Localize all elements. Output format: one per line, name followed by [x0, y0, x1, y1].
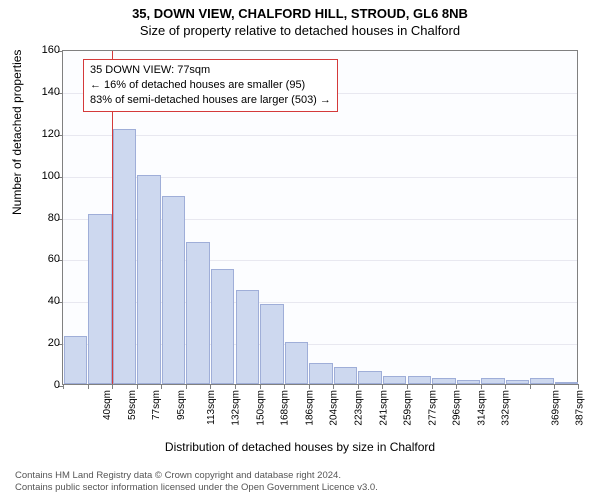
annotation-box: 35 DOWN VIEW: 77sqm← 16% of detached hou…: [83, 59, 338, 112]
histogram-bar: [358, 371, 382, 384]
x-tick-mark: [358, 384, 359, 389]
y-tick-label: 60: [30, 253, 60, 265]
x-tick-mark: [456, 384, 457, 389]
x-tick-mark: [432, 384, 433, 389]
x-tick-mark: [137, 384, 138, 389]
x-tick-mark: [382, 384, 383, 389]
x-tick-mark: [88, 384, 89, 389]
x-tick-mark: [260, 384, 261, 389]
histogram-bar: [236, 290, 260, 384]
x-tick-mark: [284, 384, 285, 389]
x-tick-label: 332sqm: [501, 390, 512, 426]
histogram-bar: [285, 342, 309, 384]
histogram-bar: [481, 378, 505, 384]
x-tick-label: 132sqm: [231, 390, 242, 426]
x-tick-mark: [554, 384, 555, 389]
histogram-bar: [408, 376, 432, 384]
x-tick-label: 223sqm: [354, 390, 365, 426]
chart-subtitle: Size of property relative to detached ho…: [0, 21, 600, 38]
x-tick-mark: [481, 384, 482, 389]
x-tick-mark: [63, 384, 64, 389]
histogram-bar: [186, 242, 210, 384]
x-tick-label: 59sqm: [127, 390, 138, 420]
y-tick-label: 20: [30, 337, 60, 349]
x-tick-label: 150sqm: [255, 390, 266, 426]
histogram-bar: [137, 175, 161, 384]
x-tick-mark: [309, 384, 310, 389]
x-tick-label: 168sqm: [280, 390, 291, 426]
histogram-bar: [113, 129, 137, 384]
x-tick-mark: [186, 384, 187, 389]
x-tick-mark: [333, 384, 334, 389]
x-tick-label: 95sqm: [176, 390, 187, 420]
x-tick-mark: [161, 384, 162, 389]
histogram-bar: [211, 269, 235, 384]
x-tick-label: 113sqm: [205, 390, 216, 425]
x-tick-label: 277sqm: [427, 390, 438, 426]
histogram-bar: [334, 367, 358, 384]
footer-attribution: Contains HM Land Registry data © Crown c…: [15, 470, 378, 494]
chart-title: 35, DOWN VIEW, CHALFORD HILL, STROUD, GL…: [0, 0, 600, 21]
histogram-bar: [260, 304, 284, 384]
annotation-line: 35 DOWN VIEW: 77sqm: [90, 63, 331, 78]
y-tick-label: 160: [30, 44, 60, 56]
x-tick-mark: [578, 384, 579, 389]
histogram-bar: [64, 336, 88, 384]
x-tick-mark: [407, 384, 408, 389]
x-tick-label: 40sqm: [102, 390, 113, 420]
histogram-bar: [88, 214, 112, 384]
y-tick-label: 0: [30, 379, 60, 391]
annotation-line: ← 16% of detached houses are smaller (95…: [90, 78, 331, 93]
x-tick-label: 241sqm: [378, 390, 389, 426]
x-tick-label: 314sqm: [476, 390, 487, 426]
histogram-bar: [506, 380, 530, 384]
x-tick-label: 186sqm: [304, 390, 315, 426]
x-tick-label: 369sqm: [550, 390, 561, 426]
x-tick-mark: [530, 384, 531, 389]
histogram-bar: [432, 378, 456, 384]
y-tick-label: 100: [30, 170, 60, 182]
footer-line2: Contains public sector information licen…: [15, 482, 378, 494]
x-tick-mark: [235, 384, 236, 389]
histogram-bar: [162, 196, 186, 384]
plot-area: 40sqm59sqm77sqm95sqm113sqm132sqm150sqm16…: [62, 50, 578, 385]
histogram-bar: [530, 378, 554, 384]
x-axis-label: Distribution of detached houses by size …: [0, 440, 600, 454]
x-tick-label: 387sqm: [575, 390, 586, 426]
histogram-bar: [383, 376, 407, 384]
y-tick-label: 140: [30, 86, 60, 98]
histogram-bar: [309, 363, 333, 384]
x-tick-mark: [505, 384, 506, 389]
histogram-bar: [555, 382, 579, 384]
x-tick-label: 259sqm: [403, 390, 414, 426]
x-tick-label: 296sqm: [452, 390, 463, 426]
x-tick-label: 204sqm: [329, 390, 340, 426]
x-tick-mark: [210, 384, 211, 389]
x-tick-label: 77sqm: [151, 390, 162, 420]
y-axis-label: Number of detached properties: [10, 50, 24, 215]
grid-line: [63, 135, 577, 136]
y-tick-label: 40: [30, 295, 60, 307]
annotation-line: 83% of semi-detached houses are larger (…: [90, 93, 331, 108]
y-tick-label: 120: [30, 128, 60, 140]
histogram-bar: [457, 380, 481, 384]
x-tick-mark: [112, 384, 113, 389]
footer-line1: Contains HM Land Registry data © Crown c…: [15, 470, 378, 482]
y-tick-label: 80: [30, 212, 60, 224]
